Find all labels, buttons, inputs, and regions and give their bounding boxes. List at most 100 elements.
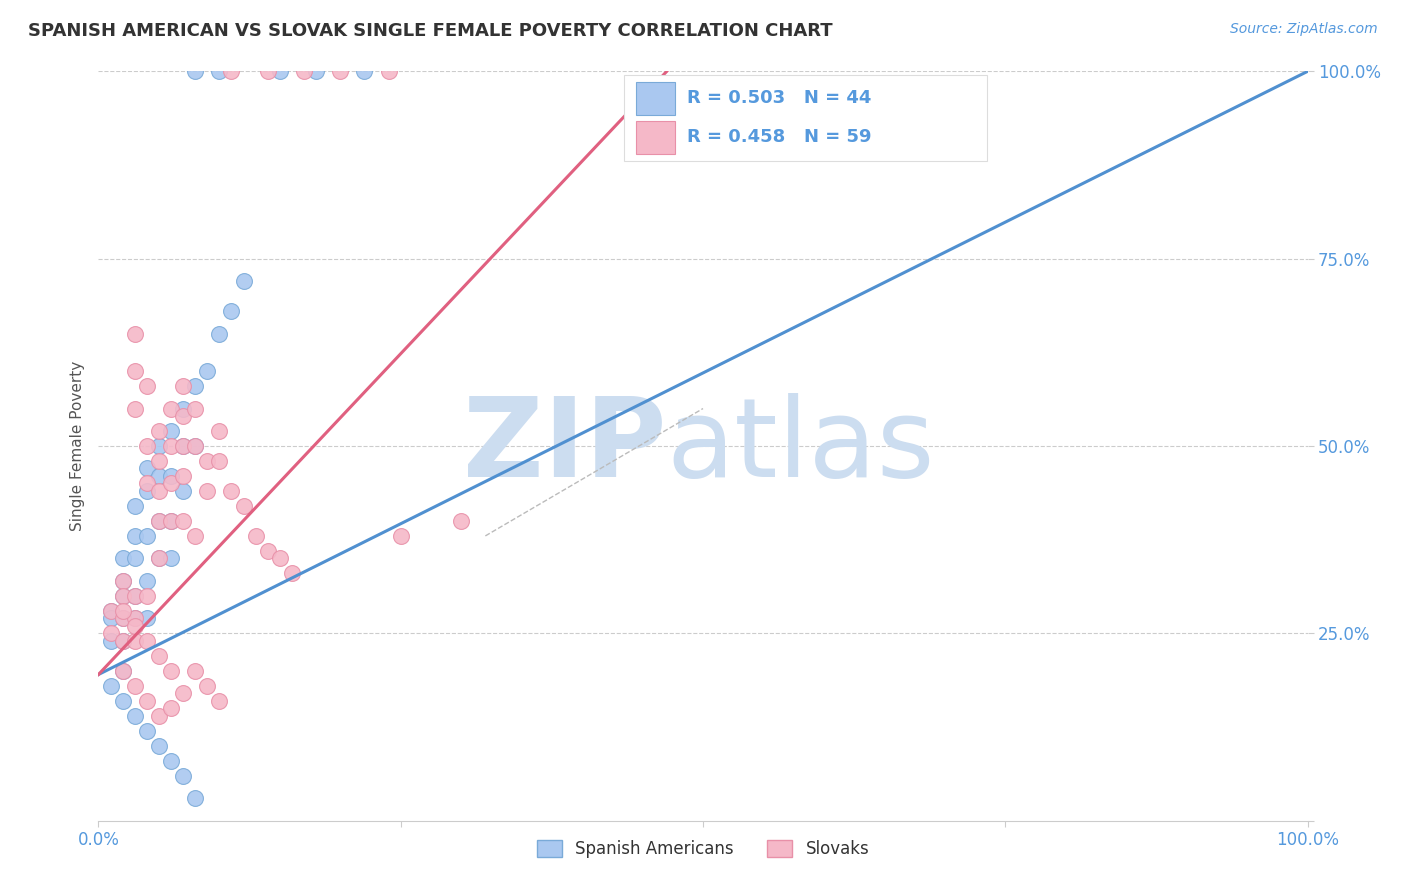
Point	[160, 514, 183, 528]
Point	[124, 679, 146, 693]
Point	[160, 439, 183, 453]
Point	[281, 566, 304, 581]
Point	[184, 379, 207, 393]
Point	[184, 791, 207, 805]
Point	[124, 619, 146, 633]
Point	[124, 708, 146, 723]
Point	[124, 589, 146, 603]
Point	[148, 514, 170, 528]
Point	[111, 589, 134, 603]
Point	[221, 483, 243, 498]
Point	[160, 551, 183, 566]
Point	[135, 476, 157, 491]
Point	[124, 326, 146, 341]
Point	[148, 454, 170, 468]
Point	[124, 611, 146, 625]
Point	[172, 514, 194, 528]
Point	[195, 454, 218, 468]
Point	[148, 551, 170, 566]
Legend: Spanish Americans, Slovaks: Spanish Americans, Slovaks	[530, 833, 876, 864]
Point	[111, 694, 134, 708]
Point	[232, 499, 254, 513]
Point	[135, 723, 157, 738]
Text: R = 0.458   N = 59: R = 0.458 N = 59	[688, 128, 872, 146]
Point	[221, 304, 243, 318]
Point	[160, 701, 183, 715]
Point	[208, 454, 231, 468]
Point	[256, 64, 278, 78]
Point	[160, 476, 183, 491]
Point	[124, 364, 146, 378]
Point	[195, 679, 218, 693]
Point	[172, 469, 194, 483]
Point	[135, 529, 157, 543]
Point	[160, 424, 183, 438]
Point	[269, 64, 291, 78]
Point	[111, 574, 134, 588]
FancyBboxPatch shape	[624, 75, 987, 161]
Point	[124, 401, 146, 416]
Point	[135, 439, 157, 453]
Point	[245, 529, 267, 543]
Point	[111, 633, 134, 648]
Point	[124, 589, 146, 603]
Point	[124, 551, 146, 566]
Point	[172, 439, 194, 453]
Point	[111, 574, 134, 588]
Point	[111, 633, 134, 648]
Point	[135, 611, 157, 625]
Point	[135, 633, 157, 648]
FancyBboxPatch shape	[637, 82, 675, 115]
Point	[269, 551, 291, 566]
Point	[353, 64, 375, 78]
Point	[148, 739, 170, 753]
Point	[172, 439, 194, 453]
Point	[124, 529, 146, 543]
Point	[135, 483, 157, 498]
Point	[111, 604, 134, 618]
Point	[450, 514, 472, 528]
Point	[124, 611, 146, 625]
Point	[100, 679, 122, 693]
Y-axis label: Single Female Poverty: Single Female Poverty	[69, 361, 84, 531]
Point	[195, 483, 218, 498]
Text: SPANISH AMERICAN VS SLOVAK SINGLE FEMALE POVERTY CORRELATION CHART: SPANISH AMERICAN VS SLOVAK SINGLE FEMALE…	[28, 22, 832, 40]
Point	[148, 469, 170, 483]
Point	[172, 401, 194, 416]
Point	[160, 664, 183, 678]
Point	[111, 611, 134, 625]
Point	[111, 589, 134, 603]
Point	[172, 379, 194, 393]
Point	[148, 483, 170, 498]
Point	[195, 364, 218, 378]
Point	[184, 439, 207, 453]
Point	[305, 64, 328, 78]
Point	[100, 633, 122, 648]
Point	[172, 686, 194, 700]
Point	[377, 64, 399, 78]
Point	[111, 664, 134, 678]
Point	[184, 439, 207, 453]
Point	[135, 589, 157, 603]
Point	[135, 574, 157, 588]
Point	[135, 694, 157, 708]
Point	[148, 648, 170, 663]
Point	[124, 499, 146, 513]
Point	[160, 514, 183, 528]
Point	[148, 439, 170, 453]
Point	[208, 64, 231, 78]
Point	[148, 514, 170, 528]
Point	[111, 551, 134, 566]
Point	[160, 401, 183, 416]
Point	[100, 626, 122, 640]
Point	[111, 664, 134, 678]
Point	[100, 604, 122, 618]
Point	[329, 64, 352, 78]
Text: R = 0.503   N = 44: R = 0.503 N = 44	[688, 89, 872, 107]
Point	[172, 409, 194, 423]
Point	[172, 769, 194, 783]
Point	[135, 379, 157, 393]
Point	[148, 551, 170, 566]
Point	[389, 529, 412, 543]
Point	[148, 708, 170, 723]
